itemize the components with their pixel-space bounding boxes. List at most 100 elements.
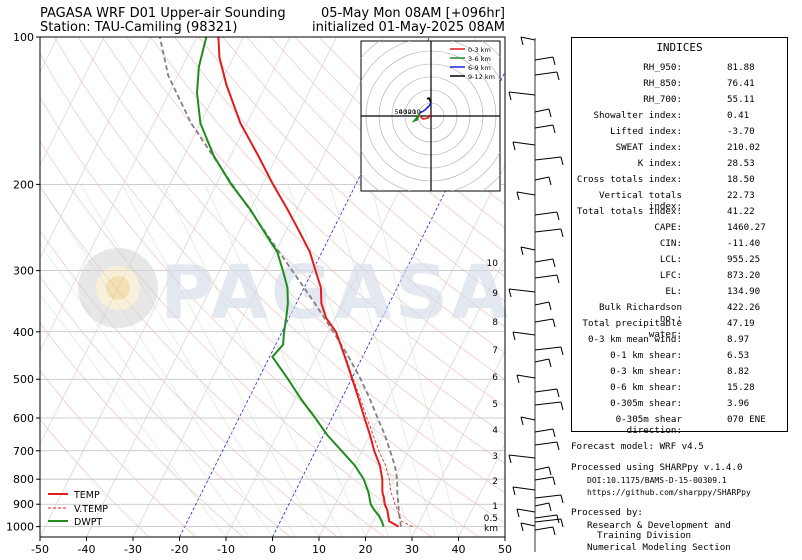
moist-adiabat-line xyxy=(79,184,297,537)
moist-adiabat-line xyxy=(163,184,343,537)
wind-barb xyxy=(508,288,536,293)
wind-barb xyxy=(512,141,536,146)
isotherm-line xyxy=(411,350,505,537)
wind-barb-flag xyxy=(552,476,556,486)
wind-barb-flag xyxy=(560,518,564,528)
wind-barb xyxy=(534,71,558,76)
y-tick-label: 300 xyxy=(13,265,34,278)
index-row: Vertical totals index: 22.73 xyxy=(572,190,787,212)
isotherm-line xyxy=(365,257,505,537)
dry-adiabat-line xyxy=(40,418,150,537)
wind-barb-flag xyxy=(556,441,560,451)
index-value: 15.28 xyxy=(727,382,755,393)
hodograph-trace-9-12km xyxy=(426,96,432,104)
wind-barb-flag xyxy=(520,522,524,532)
wind-barb xyxy=(508,454,536,459)
wind-barb-flag xyxy=(552,318,556,328)
y-tick-label: 700 xyxy=(13,445,34,458)
wind-barb xyxy=(534,476,554,481)
pagasa-logo xyxy=(78,248,158,328)
hodograph-trace-3-6km xyxy=(411,110,422,123)
index-value: -3.70 xyxy=(727,126,755,137)
dewpoint-line xyxy=(195,37,385,527)
index-row: LCL: 955.25 xyxy=(572,254,787,267)
dry-adiabat-line xyxy=(40,53,505,524)
moist-adiabat-line xyxy=(204,184,366,537)
index-value: 3.96 xyxy=(727,398,750,409)
wind-barb xyxy=(534,494,562,499)
y-tick-label: 1000 xyxy=(6,521,34,534)
dry-adiabat-line xyxy=(40,370,197,537)
hodo-legend-0-3km: 0-3 km xyxy=(468,46,491,54)
index-value: 8.82 xyxy=(727,366,750,377)
index-row: RH_850: 76.41 xyxy=(572,78,787,91)
dry-adiabat-line xyxy=(270,37,505,253)
index-label: Lifted index: xyxy=(610,126,682,137)
dry-adiabat-line xyxy=(222,37,505,302)
index-label: 0-305m shear direction: xyxy=(615,414,682,436)
wind-barb xyxy=(512,486,536,491)
dry-adiabat-line xyxy=(126,37,505,408)
wind-barb xyxy=(534,211,558,216)
moist-adiabat-line xyxy=(40,294,227,537)
index-label: Showalter index: xyxy=(593,110,682,121)
hodograph-ring-label: 40 xyxy=(399,108,407,116)
wind-barb xyxy=(516,508,536,513)
wind-barb xyxy=(534,388,558,393)
dry-adiabat-line xyxy=(174,37,505,354)
hodograph-ring-label: 50 xyxy=(394,108,402,116)
wind-barb xyxy=(534,358,550,363)
hodograph-trace-6-9km xyxy=(419,102,432,114)
x-tick-label: -50 xyxy=(31,543,49,556)
wind-barb-flag xyxy=(556,274,560,284)
index-label: Bulk Richardson no.: xyxy=(599,302,682,324)
index-label: Total precipitable water: xyxy=(582,318,682,340)
index-value: 070 ENE xyxy=(727,414,766,425)
y-tick-label: 100 xyxy=(13,31,34,44)
index-value: 6.53 xyxy=(727,350,750,361)
wind-barb-flag xyxy=(520,246,524,256)
moist-adiabat-line xyxy=(40,243,250,537)
github-url: https://github.com/sharppy/SHARPpy xyxy=(587,488,751,497)
index-label: SWEAT index: xyxy=(615,142,682,153)
wind-barb-flag xyxy=(548,301,552,311)
index-row: SWEAT index: 210.02 xyxy=(572,142,787,155)
isotherm-line xyxy=(0,37,11,537)
init-time-label: initialized 01-May-2025 08AM xyxy=(311,20,505,35)
wind-barb-flag xyxy=(552,124,556,134)
height-label: 4 xyxy=(492,426,498,436)
dry-adiabat-line xyxy=(102,37,505,436)
isotherm-line xyxy=(40,37,105,166)
wind-barb xyxy=(534,514,558,519)
index-label: 0-305m shear: xyxy=(610,398,682,409)
wind-barb-flag xyxy=(512,486,516,496)
chart-legend: TEMP V.TEMP DWPT xyxy=(48,490,108,528)
wind-barb-flag xyxy=(560,156,564,166)
wind-barb xyxy=(534,346,562,351)
index-label: LCL: xyxy=(659,254,682,265)
wind-barb-flag xyxy=(560,228,564,238)
y-tick-label: 900 xyxy=(13,498,34,511)
wind-barb-flag xyxy=(560,401,564,411)
index-label: K index: xyxy=(637,158,682,169)
x-tick-label: 10 xyxy=(312,543,326,556)
wind-barb-flag xyxy=(556,211,560,221)
index-value: 8.97 xyxy=(727,334,750,345)
x-tick-label: 30 xyxy=(405,543,419,556)
wind-barb xyxy=(534,228,562,233)
legend-label-temp: TEMP xyxy=(73,490,100,501)
processed-label: Processed using SHARPpy v.1.4.0 xyxy=(571,462,743,473)
x-tick-label: 50 xyxy=(498,543,512,556)
wind-barb xyxy=(534,428,554,433)
index-row: K index: 28.53 xyxy=(572,158,787,171)
virtual-temperature-line xyxy=(345,356,413,527)
index-value: 955.25 xyxy=(727,254,761,265)
wind-barb-flag xyxy=(552,258,556,268)
index-row: Total precipitable water: 47.19 xyxy=(572,318,787,340)
x-tick-label: -10 xyxy=(217,543,235,556)
index-value: 22.73 xyxy=(727,190,755,201)
wind-barb-flag xyxy=(560,494,564,504)
isotherm-line xyxy=(40,37,291,537)
wind-barb xyxy=(534,318,554,323)
